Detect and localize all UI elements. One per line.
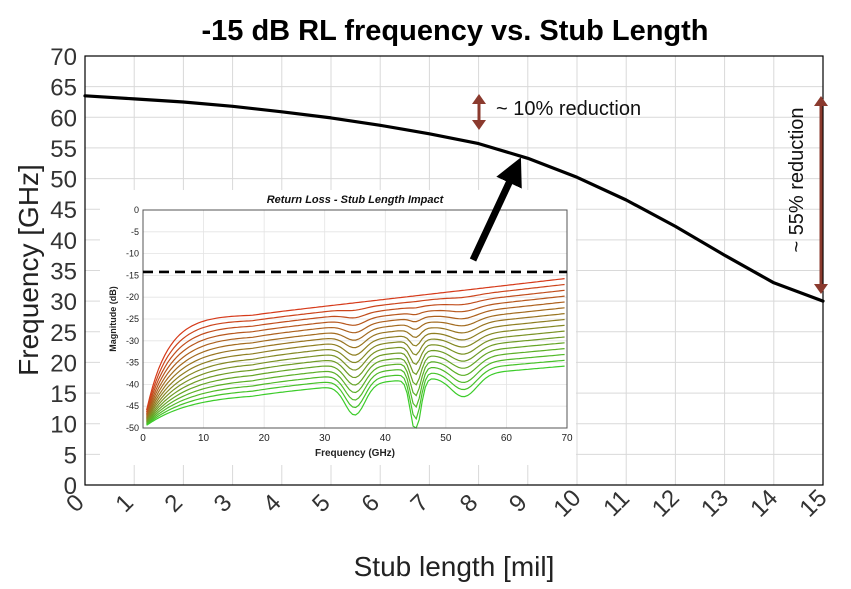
chart-title: -15 dB RL frequency vs. Stub Length	[201, 15, 708, 47]
inset-series-line	[146, 301, 565, 417]
inset-series-line	[146, 348, 565, 425]
main-series-line	[83, 94, 825, 303]
inset-x-tick-label: 50	[440, 433, 452, 444]
pointer-arrow	[469, 157, 522, 262]
inset-series-line	[146, 318, 565, 421]
inset-series-line	[146, 336, 565, 423]
x-tick-label: 12	[647, 484, 685, 522]
fiftyfive-percent-label: ~ 55% reduction	[786, 107, 808, 252]
inset-series-line	[146, 330, 565, 422]
x-tick-label: 10	[548, 484, 586, 522]
inset-y-tick-label: -30	[126, 336, 139, 346]
y-tick-label: 0	[64, 473, 77, 500]
inset-series-line	[146, 365, 565, 429]
inset-series-line	[146, 295, 565, 416]
inset-series-line	[146, 313, 565, 420]
y-tick-label: 25	[50, 320, 77, 347]
inset-x-tick-label: 40	[380, 433, 392, 444]
inset-x-tick-label: 10	[198, 433, 210, 444]
inset-series-line	[146, 353, 565, 425]
y-axis-label: Frequency [GHz]	[13, 164, 44, 376]
inset-series-line	[146, 324, 565, 422]
y-tick-label: 35	[50, 259, 77, 286]
fiftyfive-percent-arrow	[814, 96, 828, 294]
y-tick-label: 45	[50, 197, 77, 224]
y-tick-label: 15	[50, 381, 77, 408]
inset-y-tick-label: -45	[126, 401, 139, 411]
inset-x-tick-label: 60	[501, 433, 513, 444]
inset-title: Return Loss - Stub Length Impact	[267, 194, 445, 206]
x-tick-label: 3	[209, 489, 238, 518]
inset-x-tick-label: 0	[140, 433, 146, 444]
inset-series-line	[146, 278, 565, 411]
inset-y-tick-label: -15	[126, 270, 139, 280]
inset-series-lines	[146, 278, 565, 429]
y-tick-label: 5	[64, 442, 77, 469]
y-tick-label: 60	[50, 105, 77, 132]
x-tick-label: 8	[455, 489, 484, 518]
x-tick-label: 5	[307, 489, 336, 518]
x-axis-label: Stub length [mil]	[354, 551, 555, 582]
inset-y-tick-label: -10	[126, 249, 139, 259]
inset-y-tick-label: -50	[126, 423, 139, 433]
x-tick-label: 11	[598, 485, 635, 522]
y-tick-label: 10	[50, 412, 77, 439]
x-tick-label: 7	[406, 489, 435, 518]
ten-percent-label: ~ 10% reduction	[496, 98, 641, 120]
main-plot-border	[84, 55, 824, 486]
y-tick-label: 70	[50, 44, 77, 71]
y-tick-label: 20	[50, 350, 77, 377]
inset-y-tick-label: -20	[126, 292, 139, 302]
y-tick-label: 50	[50, 167, 77, 194]
y-tick-label: 30	[50, 289, 77, 316]
inset-y-tick-label: -40	[126, 379, 139, 389]
inset-series-line	[146, 359, 565, 426]
x-tick-label: 13	[696, 484, 734, 522]
inset-background	[100, 190, 576, 465]
inset-y-tick-label: -35	[126, 358, 139, 368]
inset-y-tick-label: -25	[126, 314, 139, 324]
inset-x-tick-label: 20	[259, 433, 271, 444]
inset-x-tick-label: 30	[319, 433, 331, 444]
inset-x-tick-label: 70	[561, 433, 573, 444]
y-tick-label: 65	[50, 75, 77, 102]
ten-percent-arrow	[472, 94, 486, 130]
inset-y-axis-label: Magnitude (dB)	[108, 286, 118, 352]
y-tick-label: 40	[50, 228, 77, 255]
x-tick-label: 2	[160, 489, 189, 518]
inset-y-tick-label: 0	[134, 205, 139, 215]
inset-series-line	[146, 307, 565, 419]
inset-series-line	[146, 342, 565, 424]
x-tick-label: 1	[110, 489, 139, 518]
inset-plot-border	[142, 209, 568, 429]
x-tick-label: 14	[745, 484, 783, 522]
x-tick-label: 15	[794, 484, 832, 522]
inset-x-axis-label: Frequency (GHz)	[315, 448, 395, 459]
inset-y-tick-label: -5	[131, 227, 139, 237]
inset-tick-labels: 0 10 20 30 40 50 60 70 0 -5 -10 -15 -20 -25 -30 -35 -40 -…	[126, 205, 573, 444]
x-tick-label: 4	[258, 489, 287, 518]
inset-series-line	[146, 283, 565, 413]
y-tick-label: 55	[50, 136, 77, 163]
x-tick-label: 6	[356, 489, 385, 518]
x-tick-label: 9	[504, 489, 533, 518]
inset-series-line	[146, 289, 565, 414]
